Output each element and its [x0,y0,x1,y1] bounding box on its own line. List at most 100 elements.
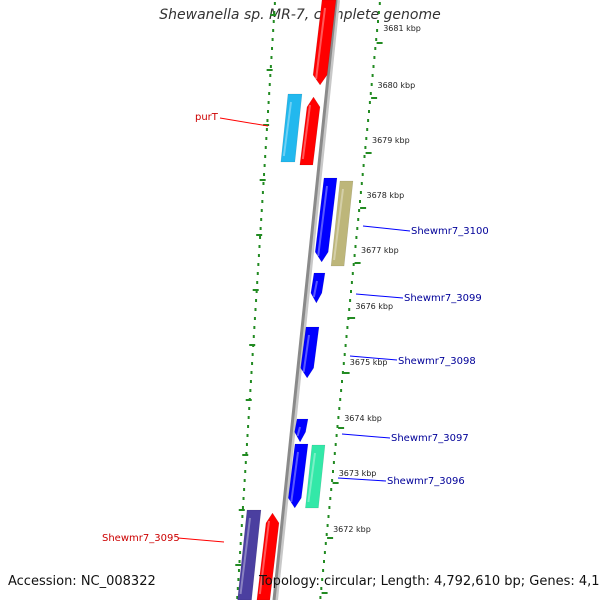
shewmr7-3096-gene [305,444,326,509]
inner-ring-dot [247,416,250,419]
outer-ring-dot [376,29,379,32]
outer-ring-dot [361,173,364,176]
inner-ring-dot [240,524,243,527]
inner-ring-dot [251,353,254,356]
gene-label-shewmr7-3100: Shewmr7_3100 [411,226,489,237]
gene-label-shewmr7-3095: Shewmr7_3095 [102,533,180,544]
outer-ring-dot [364,146,367,149]
tick-label-3677-kbp: 3677 kbp [361,246,399,255]
inner-ring-dot [269,65,272,68]
inner-ring-dot [268,83,271,86]
outer-ring-dot [333,452,336,455]
forward-gene-bottom [256,512,280,600]
shewmr7-3095-gene-highlight [239,517,251,595]
outer-ring-dot [343,353,346,356]
outer-ring-dot [356,227,359,230]
outer-ring-dot [340,389,343,392]
shewmr7-3100-gene [330,180,354,267]
outer-ring-dot [348,308,351,311]
shewmr7-3098-gene [300,326,320,379]
inner-ring-dot [248,407,251,410]
inner-ring-dot [255,290,258,293]
inner-ring-dot [260,218,263,221]
outer-ring-dot [378,2,381,5]
outer-ring-dot [369,92,372,95]
outer-ring-dot [368,110,370,113]
inner-ring-dot [269,74,272,77]
inner-ring-dot [249,389,252,392]
outer-ring-dash [365,152,372,154]
outer-ring-dot [358,209,361,212]
outer-ring-dot [365,137,368,140]
outer-ring-dot [360,182,363,185]
outer-ring-dash [354,262,361,264]
outer-ring-dot [325,533,328,536]
shewmr7-3097-gene [294,418,309,443]
shewmr7-3096-gene-highlight [307,452,316,503]
inner-ring-dot [263,164,266,167]
inner-ring-dot [236,587,239,590]
inner-ring-dot [244,470,247,473]
leader-line-shewmr7_3097 [341,433,391,439]
outer-ring-dash [338,427,345,429]
gene-label-shewmr7-3098: Shewmr7_3098 [398,356,476,367]
inner-ring-dot [254,308,257,311]
gene-label-shewmr7-3096: Shewmr7_3096 [387,476,465,487]
inner-ring-dash [259,179,266,181]
outer-ring-dot [347,317,350,320]
leader-line-shewmr7_3096 [337,477,387,482]
outer-ring-dash [376,42,383,44]
inner-ring-dot [265,137,268,140]
inner-ring-dot [242,497,245,500]
outer-ring-dot [355,236,358,239]
inner-ring-dot [272,20,275,23]
outer-ring-dot [323,560,325,563]
inner-ring-dot [237,578,240,581]
outer-ring-dot [319,596,322,599]
inner-ring-dash [263,124,270,126]
inner-ring-dot [249,380,252,383]
tick-label-3679-kbp: 3679 kbp [372,136,410,145]
outer-ring-dot [350,281,353,284]
outer-ring-dot [326,524,329,527]
inner-ring-dot [264,155,267,158]
gene-label-shewmr7-3097: Shewmr7_3097 [391,433,469,444]
outer-ring-dot [336,425,339,428]
inner-ring-dot [245,443,248,446]
inner-ring-dot [243,488,246,491]
inner-ring-dot [240,533,243,536]
outer-ring-dot [335,434,338,437]
outer-ring-dot [329,497,332,500]
inner-ring-dot [246,434,249,437]
inner-ring-dot [267,110,270,113]
inner-ring-dot [243,479,246,482]
inner-ring-dot [259,227,262,230]
outer-ring-dot [377,11,380,14]
outer-ring-dot [371,74,374,77]
shewmr7-3099-gene [310,272,326,304]
shewmr7-3098-gene-highlight [302,334,310,373]
outer-ring-dot [346,326,349,329]
inner-ring-dot [261,200,264,203]
outer-ring-dash [343,372,350,374]
inner-ring-dot [239,542,242,545]
inner-ring-dot [255,299,258,302]
outer-ring-dot [323,551,326,554]
outer-ring-dot [338,407,341,410]
outer-ring-dot [342,362,345,365]
shewmr7-3099-gene-highlight [312,280,318,298]
outer-ring-dash [371,97,378,99]
topology-text: Topology: circular; Length: 4,792,610 bp… [259,574,600,589]
inner-ring-dot [238,560,241,563]
inner-ring-dash [252,289,259,291]
inner-ring-dot [247,425,250,428]
outer-ring-dot [375,38,378,41]
outer-ring-dot [353,254,356,257]
outer-ring-dot [357,218,360,221]
inner-ring-dash [270,14,277,16]
outer-ring-dot [368,101,371,104]
tick-label-3680-kbp: 3680 kbp [378,81,416,90]
inner-ring-dot [258,245,261,248]
outer-ring-dot [354,245,357,248]
